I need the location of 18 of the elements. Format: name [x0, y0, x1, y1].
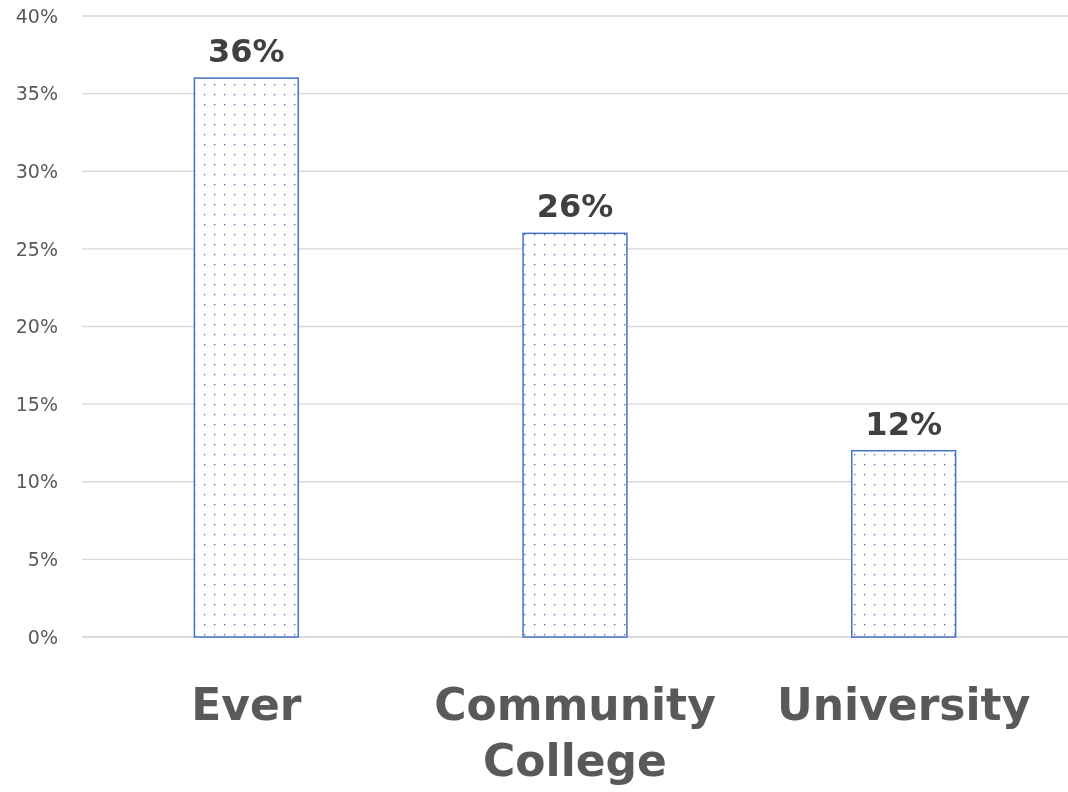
- bar: [193, 77, 300, 638]
- x-tick-label: Ever: [191, 679, 302, 730]
- y-tick-label: 25%: [15, 237, 58, 260]
- y-tick-label: 5%: [27, 548, 58, 571]
- data-label: 26%: [536, 187, 614, 226]
- bar: [850, 449, 957, 638]
- data-label: 12%: [865, 404, 942, 443]
- y-tick-label: 20%: [15, 315, 58, 338]
- bar: [522, 232, 628, 638]
- y-tick-label: 0%: [27, 625, 58, 648]
- x-tick-label: University: [776, 679, 1031, 730]
- data-label: 36%: [208, 32, 285, 71]
- y-tick-label: 35%: [15, 82, 58, 105]
- y-tick-label: 30%: [15, 159, 58, 182]
- y-tick-label: 40%: [15, 4, 58, 27]
- y-tick-label: 10%: [15, 470, 58, 493]
- x-tick-label: Community College: [434, 679, 716, 786]
- y-tick-label: 15%: [15, 392, 58, 415]
